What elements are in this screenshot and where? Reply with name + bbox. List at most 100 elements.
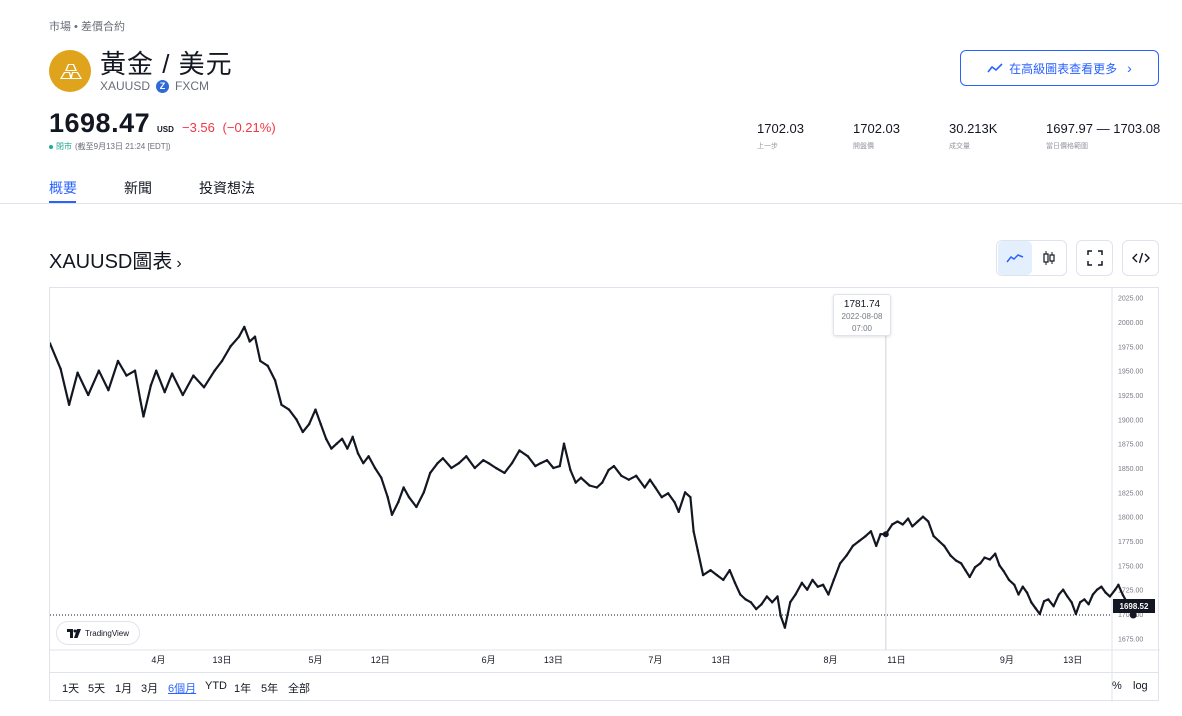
price-point (770, 601, 774, 604)
price-point (287, 408, 291, 411)
percent-scale-button[interactable]: % (1112, 680, 1122, 692)
range-1y-button[interactable]: 1年 (234, 683, 252, 695)
range-1d-button[interactable]: 1天 (62, 683, 80, 695)
embed-button[interactable] (1122, 240, 1159, 276)
price-point (776, 595, 779, 598)
tradingview-branding[interactable]: TradingView (56, 621, 140, 645)
price-point (993, 552, 997, 555)
market-status: 閉市 (截至9月13日 21:24 [EDT]) (49, 141, 171, 152)
line-chart-icon (1006, 254, 1024, 263)
price-point (744, 598, 747, 601)
price-point (367, 455, 370, 458)
price-point (760, 603, 763, 606)
price-point (588, 484, 591, 487)
price-point (441, 457, 445, 460)
price-point (932, 534, 935, 538)
price-point (937, 539, 941, 543)
tab-overview[interactable]: 概要 (49, 180, 77, 196)
price-point (1095, 588, 1099, 591)
price-point (689, 496, 692, 499)
price-point (253, 335, 257, 338)
candle-style-button[interactable] (1032, 241, 1066, 275)
stat-prev-close: 1702.03 上一步 (757, 121, 804, 151)
price-point (307, 423, 311, 426)
price-point (1121, 593, 1124, 596)
tab-news[interactable]: 新聞 (124, 180, 152, 196)
price-point (845, 554, 848, 557)
price-point (673, 500, 676, 504)
stat-value: 1702.03 (853, 121, 900, 136)
range-ytd-button[interactable]: YTD (205, 680, 227, 692)
price-point (125, 374, 128, 377)
x-tick-label: 13日 (544, 655, 563, 665)
chart-style-toggle (996, 240, 1067, 276)
as-of-time: (截至9月13日 21:24 [EDT]) (75, 142, 171, 151)
price-point (67, 403, 71, 406)
price-point (783, 626, 787, 629)
price-point (851, 544, 855, 548)
change-percent: (−0.21%) (222, 120, 276, 135)
breadcrumb[interactable]: 市場 • 差價合約 (49, 21, 125, 33)
exchange-label[interactable]: FXCM (175, 79, 210, 93)
price-point (1066, 595, 1069, 598)
price-point (457, 461, 461, 465)
ticker-label: XAUUSD (100, 79, 151, 93)
price-point (295, 418, 298, 421)
fullscreen-icon (1086, 250, 1103, 266)
price-point (607, 468, 610, 472)
price-point (827, 593, 830, 596)
price-point (816, 585, 820, 588)
price-point (779, 614, 782, 618)
stat-volume: 30.213K 成交量 (949, 121, 997, 151)
price-point (959, 562, 963, 565)
price-point (59, 367, 62, 370)
price-point (733, 581, 737, 585)
price-point (243, 325, 246, 329)
price-point (362, 461, 365, 465)
price-chart-panel[interactable]: 2025.00 2000.00 1975.00 1950.00 1925.00 1900.… (49, 287, 1160, 702)
y-tick-label: 1850.00 (1118, 466, 1143, 473)
x-tick-label: 7月 (648, 655, 662, 665)
price-point (170, 372, 174, 375)
price-point (1017, 593, 1020, 596)
stat-value: 1697.97 — 1703.08 (1046, 121, 1161, 136)
price-point (545, 459, 549, 462)
price-point (789, 601, 792, 604)
price-chart-svg[interactable]: 2025.00 2000.00 1975.00 1950.00 1925.00 1900.… (50, 288, 1160, 702)
trend-line-icon (987, 63, 1003, 73)
price-point (314, 408, 317, 411)
crosshair-tooltip: 1781.74 2022-08-08 07:00 (833, 294, 891, 336)
line-style-button[interactable] (998, 241, 1032, 275)
price-point (510, 461, 514, 465)
range-1m-button[interactable]: 1月 (115, 683, 133, 695)
active-tab-indicator (49, 201, 76, 203)
price-point (858, 539, 861, 543)
price-point (683, 491, 687, 494)
range-all-button[interactable]: 全部 (288, 683, 310, 695)
y-tick-label: 1900.00 (1118, 417, 1143, 424)
fullscreen-button[interactable] (1076, 240, 1113, 276)
advanced-chart-button[interactable]: 在高級圖表查看更多 › (960, 50, 1159, 86)
price-point (1052, 605, 1055, 608)
log-scale-button[interactable]: log (1133, 680, 1148, 692)
price-point (890, 523, 894, 526)
price-point (896, 520, 899, 523)
exchange-badge-icon: Z (156, 79, 170, 93)
stat-value: 1702.03 (757, 121, 804, 136)
chart-title-link[interactable]: XAUUSD圖表 › (49, 245, 182, 274)
range-3m-button[interactable]: 3月 (141, 683, 159, 695)
y-tick-label: 1800.00 (1118, 515, 1143, 522)
price-point (87, 393, 90, 397)
price-point (266, 364, 269, 368)
range-5d-button[interactable]: 5天 (88, 683, 106, 695)
chevron-right-icon: › (176, 255, 182, 272)
price-point (202, 386, 206, 389)
price-point (390, 513, 394, 516)
tab-ideas[interactable]: 投資想法 (199, 180, 255, 196)
range-5y-button[interactable]: 5年 (261, 683, 279, 695)
price-point (701, 573, 705, 577)
price-point (248, 340, 251, 343)
price-currency: USD (157, 125, 174, 134)
price-point (1108, 595, 1112, 598)
range-6m-button[interactable]: 6個月 (168, 683, 197, 695)
